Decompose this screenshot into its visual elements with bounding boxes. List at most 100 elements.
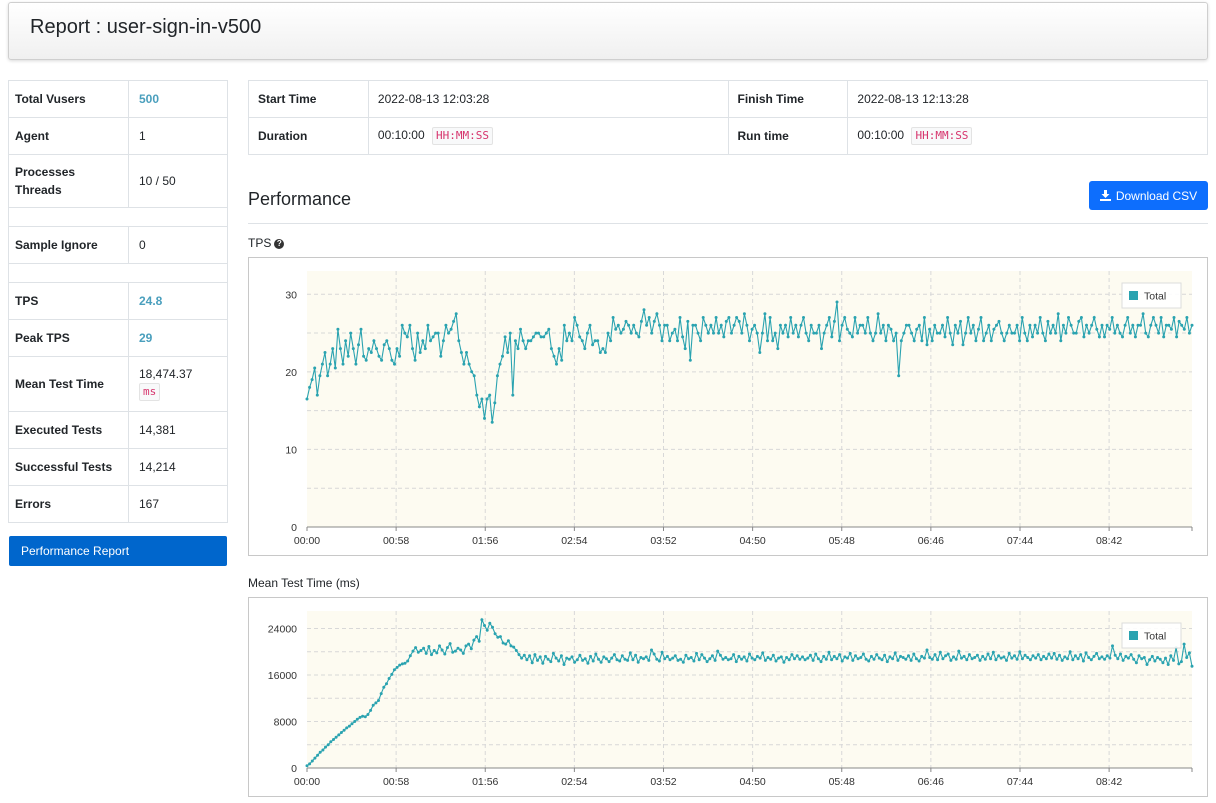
data-point xyxy=(382,685,386,689)
data-point xyxy=(922,316,926,319)
data-point xyxy=(483,416,486,420)
data-point xyxy=(347,724,351,728)
data-point xyxy=(385,339,389,343)
data-point xyxy=(644,655,648,659)
data-point xyxy=(559,654,563,658)
data-point xyxy=(804,331,808,335)
data-point xyxy=(1150,654,1154,658)
data-point xyxy=(1157,331,1161,335)
data-point xyxy=(313,756,317,760)
data-point xyxy=(928,656,932,659)
data-point xyxy=(380,358,384,362)
summary-label: Total Vusers xyxy=(8,80,129,118)
data-point xyxy=(1002,339,1006,343)
data-point xyxy=(339,731,343,734)
question-circle-icon[interactable]: ? xyxy=(274,239,285,249)
data-point xyxy=(637,335,641,339)
x-tick-label: 08:42 xyxy=(1096,776,1122,788)
data-point xyxy=(709,323,713,327)
summary-row-total-vusers: Total Vusers 500 xyxy=(8,80,228,118)
data-point xyxy=(922,656,926,660)
data-point xyxy=(549,660,553,664)
data-point xyxy=(716,649,720,653)
data-point xyxy=(681,660,685,664)
data-point xyxy=(642,308,646,312)
data-point xyxy=(1123,323,1127,327)
data-point xyxy=(701,316,705,319)
data-point xyxy=(551,651,555,655)
data-point xyxy=(483,624,486,627)
data-point xyxy=(894,331,898,335)
data-point xyxy=(575,323,579,327)
data-point xyxy=(784,323,787,327)
data-point xyxy=(305,397,309,401)
data-point xyxy=(652,319,656,323)
data-point xyxy=(626,658,630,662)
data-point xyxy=(695,651,698,655)
data-point xyxy=(1005,658,1008,662)
data-point xyxy=(959,319,962,323)
data-point xyxy=(547,327,551,331)
performance-report-nav[interactable]: Performance Report xyxy=(9,536,227,566)
data-point xyxy=(562,663,566,666)
summary-row-mean-test-time: Mean Test Time 18,474.37 ms xyxy=(8,356,228,412)
data-point xyxy=(1056,312,1060,316)
x-tick-label: 00:58 xyxy=(383,776,409,788)
data-point xyxy=(477,405,481,409)
finish-time-label: Finish Time xyxy=(727,80,849,118)
data-point xyxy=(1039,658,1043,662)
data-point xyxy=(488,393,492,397)
data-point xyxy=(766,339,769,343)
run-time-value: 00:10:00 HH:MM:SS xyxy=(847,117,1208,155)
data-point xyxy=(459,648,463,652)
data-point xyxy=(392,668,396,672)
data-point xyxy=(583,347,587,351)
data-point xyxy=(838,339,841,343)
data-point xyxy=(822,331,826,335)
data-point xyxy=(308,385,312,389)
data-point xyxy=(544,654,547,658)
data-point xyxy=(580,339,584,343)
data-point xyxy=(750,327,754,331)
data-point xyxy=(1115,323,1119,327)
data-point xyxy=(964,331,968,335)
data-point xyxy=(616,323,620,327)
data-point xyxy=(1049,331,1052,335)
data-point xyxy=(501,641,505,645)
data-point xyxy=(557,347,561,351)
data-point xyxy=(591,659,595,663)
data-point xyxy=(1092,654,1096,658)
data-point xyxy=(506,639,510,643)
x-tick-label: 03:52 xyxy=(650,776,676,788)
download-csv-button[interactable]: Download CSV xyxy=(1089,181,1208,210)
data-point xyxy=(1074,331,1078,335)
data-point xyxy=(869,654,873,658)
data-point xyxy=(1060,658,1064,662)
data-point xyxy=(663,657,667,661)
data-point xyxy=(459,351,463,354)
mean-test-time-chart-title: Mean Test Time (ms) xyxy=(248,576,360,590)
data-point xyxy=(966,316,970,319)
data-point xyxy=(652,652,656,656)
data-point xyxy=(369,708,373,712)
data-point xyxy=(660,339,664,343)
data-point xyxy=(346,354,350,358)
data-point xyxy=(620,654,624,658)
data-point xyxy=(1079,316,1083,319)
section-divider xyxy=(248,223,1208,224)
data-point xyxy=(814,331,818,335)
data-point xyxy=(1118,331,1122,335)
data-point xyxy=(938,650,942,654)
data-point xyxy=(565,339,569,343)
plot-area xyxy=(307,271,1192,527)
data-point xyxy=(310,378,314,382)
data-point xyxy=(935,331,939,335)
data-point xyxy=(948,331,952,335)
data-point xyxy=(936,658,940,662)
data-point xyxy=(1015,323,1019,327)
data-point xyxy=(429,339,432,343)
data-point xyxy=(902,331,906,335)
data-point xyxy=(1005,331,1009,335)
data-point xyxy=(1142,656,1146,659)
data-point xyxy=(1156,656,1160,659)
